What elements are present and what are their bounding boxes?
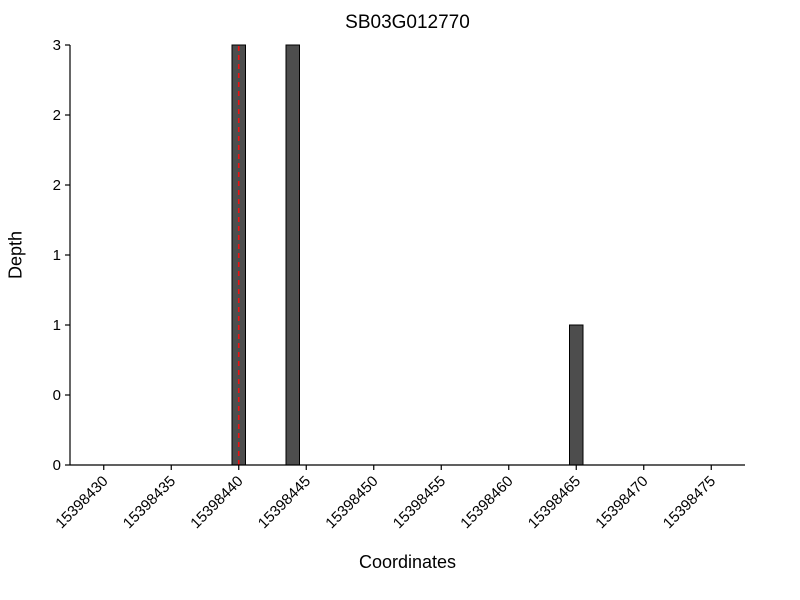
y-axis-label: Depth xyxy=(5,230,26,280)
x-tick-label: 15398445 xyxy=(255,473,314,532)
bar xyxy=(285,44,300,466)
chart-title: SB03G012770 xyxy=(345,12,470,33)
y-tick-label: 3 xyxy=(53,37,61,54)
x-tick-label: 15398440 xyxy=(187,473,246,532)
x-tick-label: 15398455 xyxy=(390,473,449,532)
y-tick-label: 0 xyxy=(53,387,61,404)
y-tick-label: 1 xyxy=(53,247,61,264)
y-tick-label: 2 xyxy=(53,177,61,194)
x-axis-label: Coordinates xyxy=(358,552,457,572)
y-tick-label: 0 xyxy=(53,457,61,474)
x-tick-label: 15398470 xyxy=(592,473,651,532)
x-tick-label: 15398465 xyxy=(525,473,584,532)
bar xyxy=(569,324,584,466)
x-tick-label: 15398435 xyxy=(120,473,179,532)
x-tick-label: 15398430 xyxy=(52,473,111,532)
x-tick-label: 15398475 xyxy=(660,473,719,532)
x-tick-label: 15398450 xyxy=(322,473,381,532)
y-tick-label: 1 xyxy=(53,317,61,334)
y-tick-label: 2 xyxy=(53,107,61,124)
x-tick-label: 15398460 xyxy=(457,473,516,532)
